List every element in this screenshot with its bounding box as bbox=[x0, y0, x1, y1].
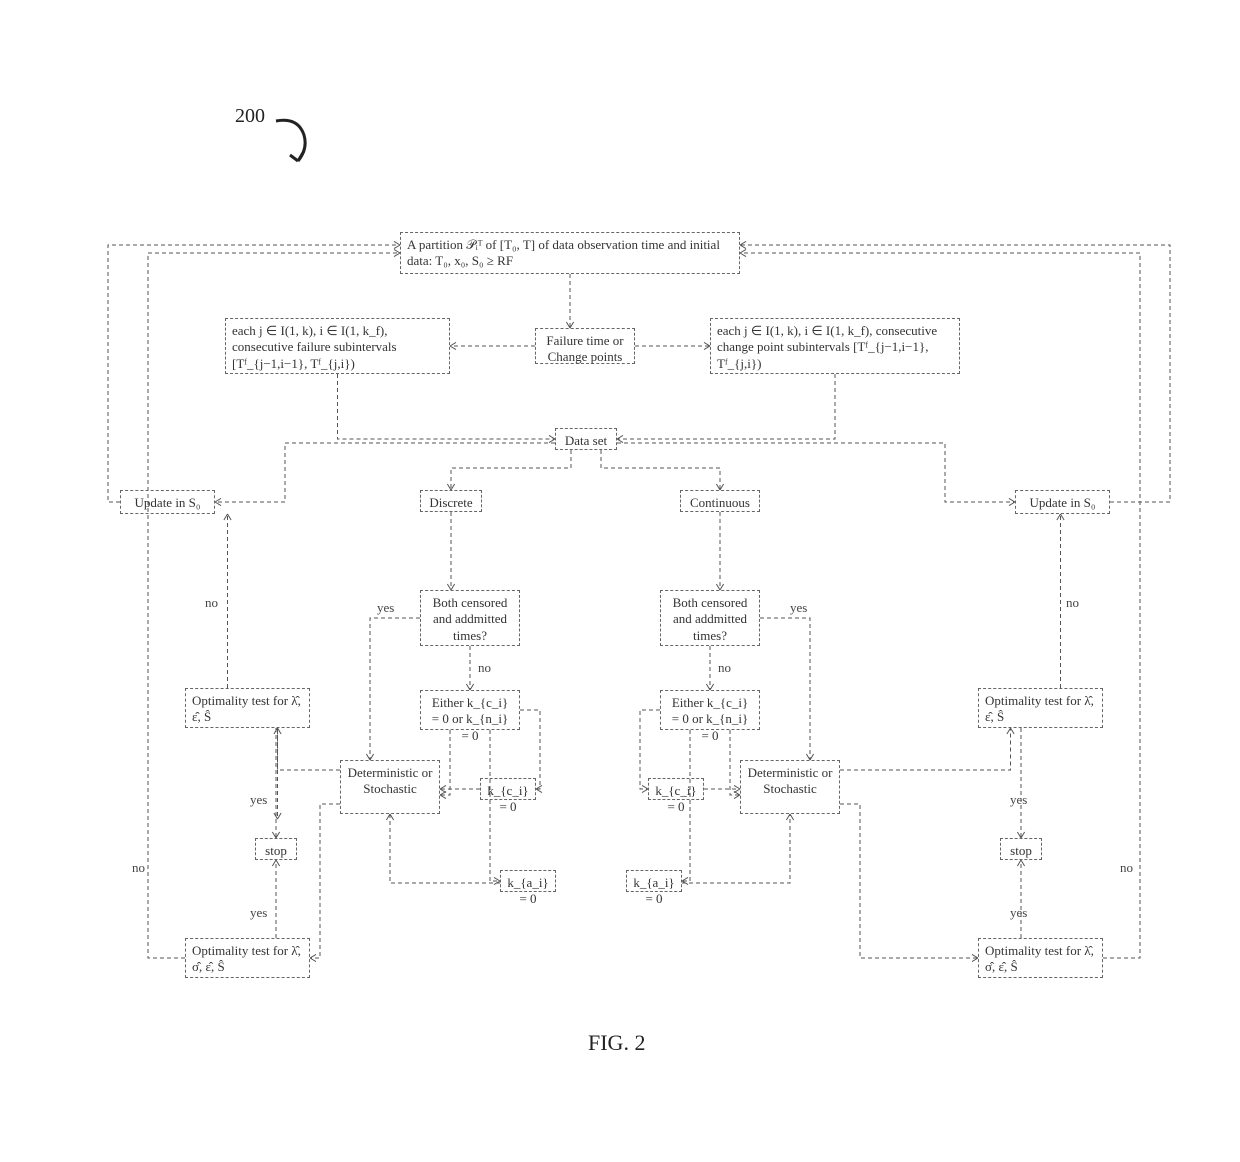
figure-number: 200 bbox=[235, 105, 265, 128]
ka0-left-box: k_{a_i} = 0 bbox=[500, 870, 556, 892]
failure-or-change-box: Failure time or Change points bbox=[535, 328, 635, 364]
edge-label-no: no bbox=[1120, 860, 1133, 876]
edge-label-yes: yes bbox=[250, 905, 267, 921]
edge-label-yes: yes bbox=[1010, 905, 1027, 921]
edge-label-yes: yes bbox=[790, 600, 807, 616]
deterministic-left-box: Deterministic or Stochastic bbox=[340, 760, 440, 814]
kc0-right-box: k_{c_i} = 0 bbox=[648, 778, 704, 800]
failure-subintervals-box: each j ∈ I(1, k), i ∈ I(1, k_f), consecu… bbox=[225, 318, 450, 374]
edge-label-no: no bbox=[132, 860, 145, 876]
discrete-box: Discrete bbox=[420, 490, 482, 512]
flowchart-connectors bbox=[0, 0, 1240, 1162]
stop-right-box: stop bbox=[1000, 838, 1042, 860]
deterministic-right-box: Deterministic or Stochastic bbox=[740, 760, 840, 814]
continuous-box: Continuous bbox=[680, 490, 760, 512]
either-k-right-box: Either k_{c_i} = 0 or k_{n_i} = 0 bbox=[660, 690, 760, 730]
both-censored-right-box: Both censored and addmitted times? bbox=[660, 590, 760, 646]
edge-label-no: no bbox=[205, 595, 218, 611]
optimality-lower-right-box: Optimality test for λ̂, σ̂, ε̂, Ŝ bbox=[978, 938, 1103, 978]
optimality-upper-right-box: Optimality test for λ̂, ε̂, Ŝ bbox=[978, 688, 1103, 728]
changepoint-subintervals-box: each j ∈ I(1, k), i ∈ I(1, k_f), consecu… bbox=[710, 318, 960, 374]
edge-label-no: no bbox=[1066, 595, 1079, 611]
figure-number-arrow bbox=[270, 115, 330, 175]
update-s0-left-box: Update in S₀ bbox=[120, 490, 215, 514]
kc0-left-box: k_{c_i} = 0 bbox=[480, 778, 536, 800]
edge-label-yes: yes bbox=[250, 792, 267, 808]
data-set-box: Data set bbox=[555, 428, 617, 450]
partition-box: A partition 𝒫ᵢᵀ of [T₀, T] of data obser… bbox=[400, 232, 740, 274]
figure-caption: FIG. 2 bbox=[588, 1030, 645, 1056]
both-censored-left-box: Both censored and addmitted times? bbox=[420, 590, 520, 646]
optimality-upper-left-box: Optimality test for λ̂, ε̂, Ŝ bbox=[185, 688, 310, 728]
stop-left-box: stop bbox=[255, 838, 297, 860]
either-k-left-box: Either k_{c_i} = 0 or k_{n_i} = 0 bbox=[420, 690, 520, 730]
ka0-right-box: k_{a_i} = 0 bbox=[626, 870, 682, 892]
edge-label-yes: yes bbox=[1010, 792, 1027, 808]
edge-label-yes: yes bbox=[377, 600, 394, 616]
update-s0-right-box: Update in S₀ bbox=[1015, 490, 1110, 514]
edge-label-no: no bbox=[718, 660, 731, 676]
optimality-lower-left-box: Optimality test for λ̂, σ̂, ε̂, Ŝ bbox=[185, 938, 310, 978]
edge-label-no: no bbox=[478, 660, 491, 676]
